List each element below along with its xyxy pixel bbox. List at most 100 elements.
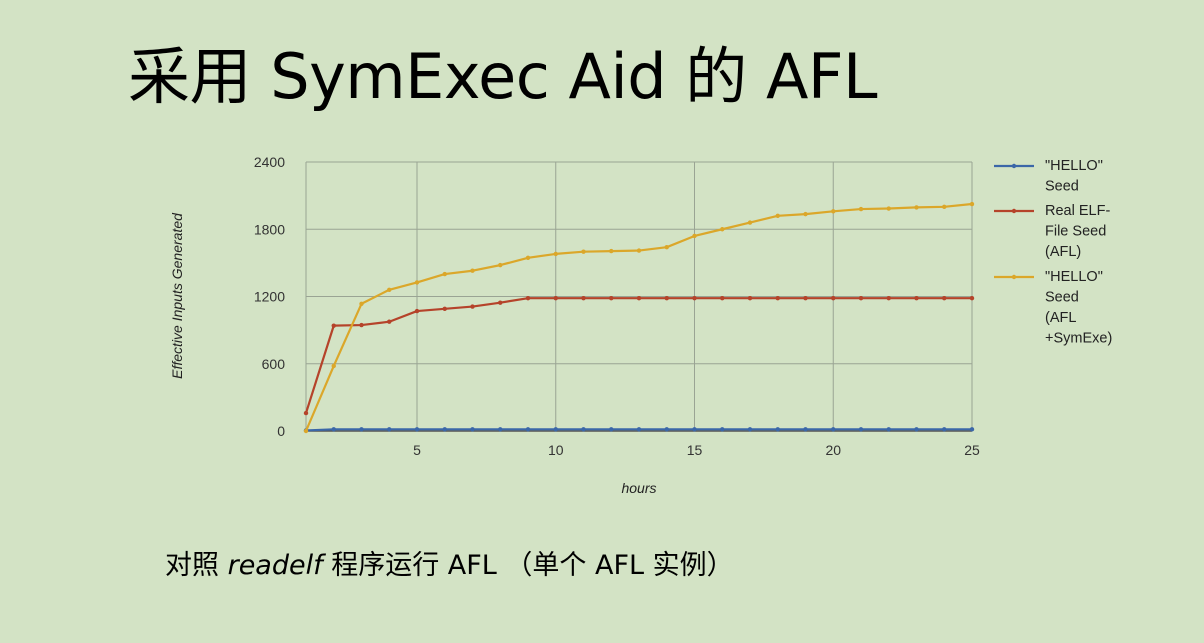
- legend-marker: [1011, 163, 1017, 169]
- y-tick-label: 1200: [254, 289, 285, 305]
- legend-label: Seed: [1045, 290, 1079, 306]
- data-point: [914, 427, 919, 432]
- data-point: [331, 323, 336, 328]
- data-point: [303, 410, 309, 416]
- data-point: [886, 206, 891, 211]
- data-point: [803, 295, 808, 301]
- y-axis-title: Effective Inputs Generated: [169, 212, 185, 379]
- x-tick-label: 15: [687, 442, 703, 458]
- legend-label: Real ELF-: [1045, 203, 1110, 219]
- data-point: [858, 206, 864, 212]
- data-point: [886, 427, 891, 432]
- data-point: [414, 280, 420, 285]
- data-point: [747, 427, 753, 432]
- data-point: [720, 427, 725, 432]
- data-point: [331, 363, 336, 369]
- legend-marker: [1011, 274, 1017, 280]
- x-tick-label: 5: [413, 442, 421, 458]
- data-point: [914, 295, 919, 301]
- data-point: [636, 295, 642, 301]
- data-point: [831, 427, 836, 432]
- x-tick-label: 10: [548, 442, 564, 458]
- data-point: [498, 262, 503, 268]
- series-2: [303, 295, 975, 416]
- data-point: [664, 295, 669, 301]
- legend-label: +SymExe): [1045, 331, 1112, 347]
- data-point: [387, 319, 392, 324]
- legend-label: "HELLO": [1045, 269, 1103, 285]
- y-axis-ticks: 0 600 1200 1800 2400: [254, 154, 285, 439]
- data-point: [525, 427, 531, 432]
- x-axis-ticks: 5 10 15 20 25: [413, 442, 980, 458]
- data-point: [581, 295, 586, 301]
- legend-item: "HELLO" Seed (AFL +SymExe): [994, 269, 1112, 347]
- y-tick-label: 2400: [254, 154, 285, 170]
- data-point: [359, 322, 364, 328]
- data-point: [303, 428, 309, 434]
- y-tick-label: 600: [262, 356, 286, 372]
- data-point: [581, 249, 586, 254]
- data-point: [775, 295, 780, 301]
- data-point: [498, 427, 503, 432]
- data-point: [609, 427, 614, 432]
- legend-item: Real ELF- File Seed (AFL): [994, 203, 1110, 260]
- data-point: [553, 427, 558, 432]
- data-point: [442, 271, 447, 277]
- data-point: [664, 427, 669, 432]
- data-point: [387, 427, 392, 432]
- data-point: [692, 295, 697, 301]
- data-point: [387, 287, 392, 292]
- data-point: [803, 427, 808, 432]
- x-tick-label: 20: [825, 442, 841, 458]
- legend-marker: [1011, 208, 1017, 214]
- data-point: [414, 427, 420, 432]
- data-point: [831, 295, 836, 301]
- data-point: [858, 295, 864, 301]
- legend-label: (AFL): [1045, 244, 1081, 260]
- chart-legend: "HELLO" Seed Real ELF- File Seed (AFL) "HELLO…: [994, 158, 1112, 347]
- x-tick-label: 25: [964, 442, 980, 458]
- series-line: [304, 202, 973, 432]
- data-point: [553, 251, 558, 257]
- data-point: [747, 295, 753, 301]
- caption-suffix: 程序运行 AFL （单个 AFL 实例）: [331, 550, 734, 581]
- legend-label: (AFL: [1045, 310, 1076, 326]
- data-point: [831, 209, 836, 214]
- data-point: [969, 201, 975, 207]
- legend-label: Seed: [1045, 179, 1079, 195]
- data-point: [414, 308, 420, 314]
- data-point: [442, 427, 447, 432]
- y-tick-label: 1800: [254, 221, 285, 237]
- data-point: [359, 301, 364, 306]
- slide-caption: 对照 readelf 程序运行 AFL （单个 AFL 实例）: [165, 543, 734, 582]
- legend-item: "HELLO" Seed: [994, 158, 1103, 195]
- data-point: [692, 427, 697, 432]
- data-point: [581, 427, 586, 432]
- data-point: [525, 255, 531, 261]
- data-point: [969, 295, 975, 301]
- data-point: [858, 427, 864, 432]
- data-point: [609, 295, 614, 301]
- data-point: [359, 427, 364, 432]
- data-point: [969, 427, 975, 432]
- x-axis-title: hours: [621, 480, 656, 496]
- data-point: [720, 227, 725, 232]
- data-point: [803, 211, 808, 217]
- data-point: [942, 204, 947, 210]
- data-point: [942, 427, 947, 432]
- data-point: [775, 213, 780, 218]
- data-point: [664, 244, 669, 250]
- data-point: [470, 268, 475, 273]
- legend-label: File Seed: [1045, 224, 1106, 240]
- caption-prefix: 对照: [165, 550, 219, 581]
- data-point: [914, 205, 919, 210]
- series-line: [304, 297, 972, 414]
- data-point: [470, 304, 475, 309]
- data-point: [609, 248, 614, 254]
- data-point: [525, 295, 531, 301]
- data-point: [498, 300, 503, 305]
- data-point: [720, 295, 725, 301]
- chart-series: [303, 201, 975, 434]
- data-point: [775, 427, 780, 432]
- data-point: [553, 295, 558, 301]
